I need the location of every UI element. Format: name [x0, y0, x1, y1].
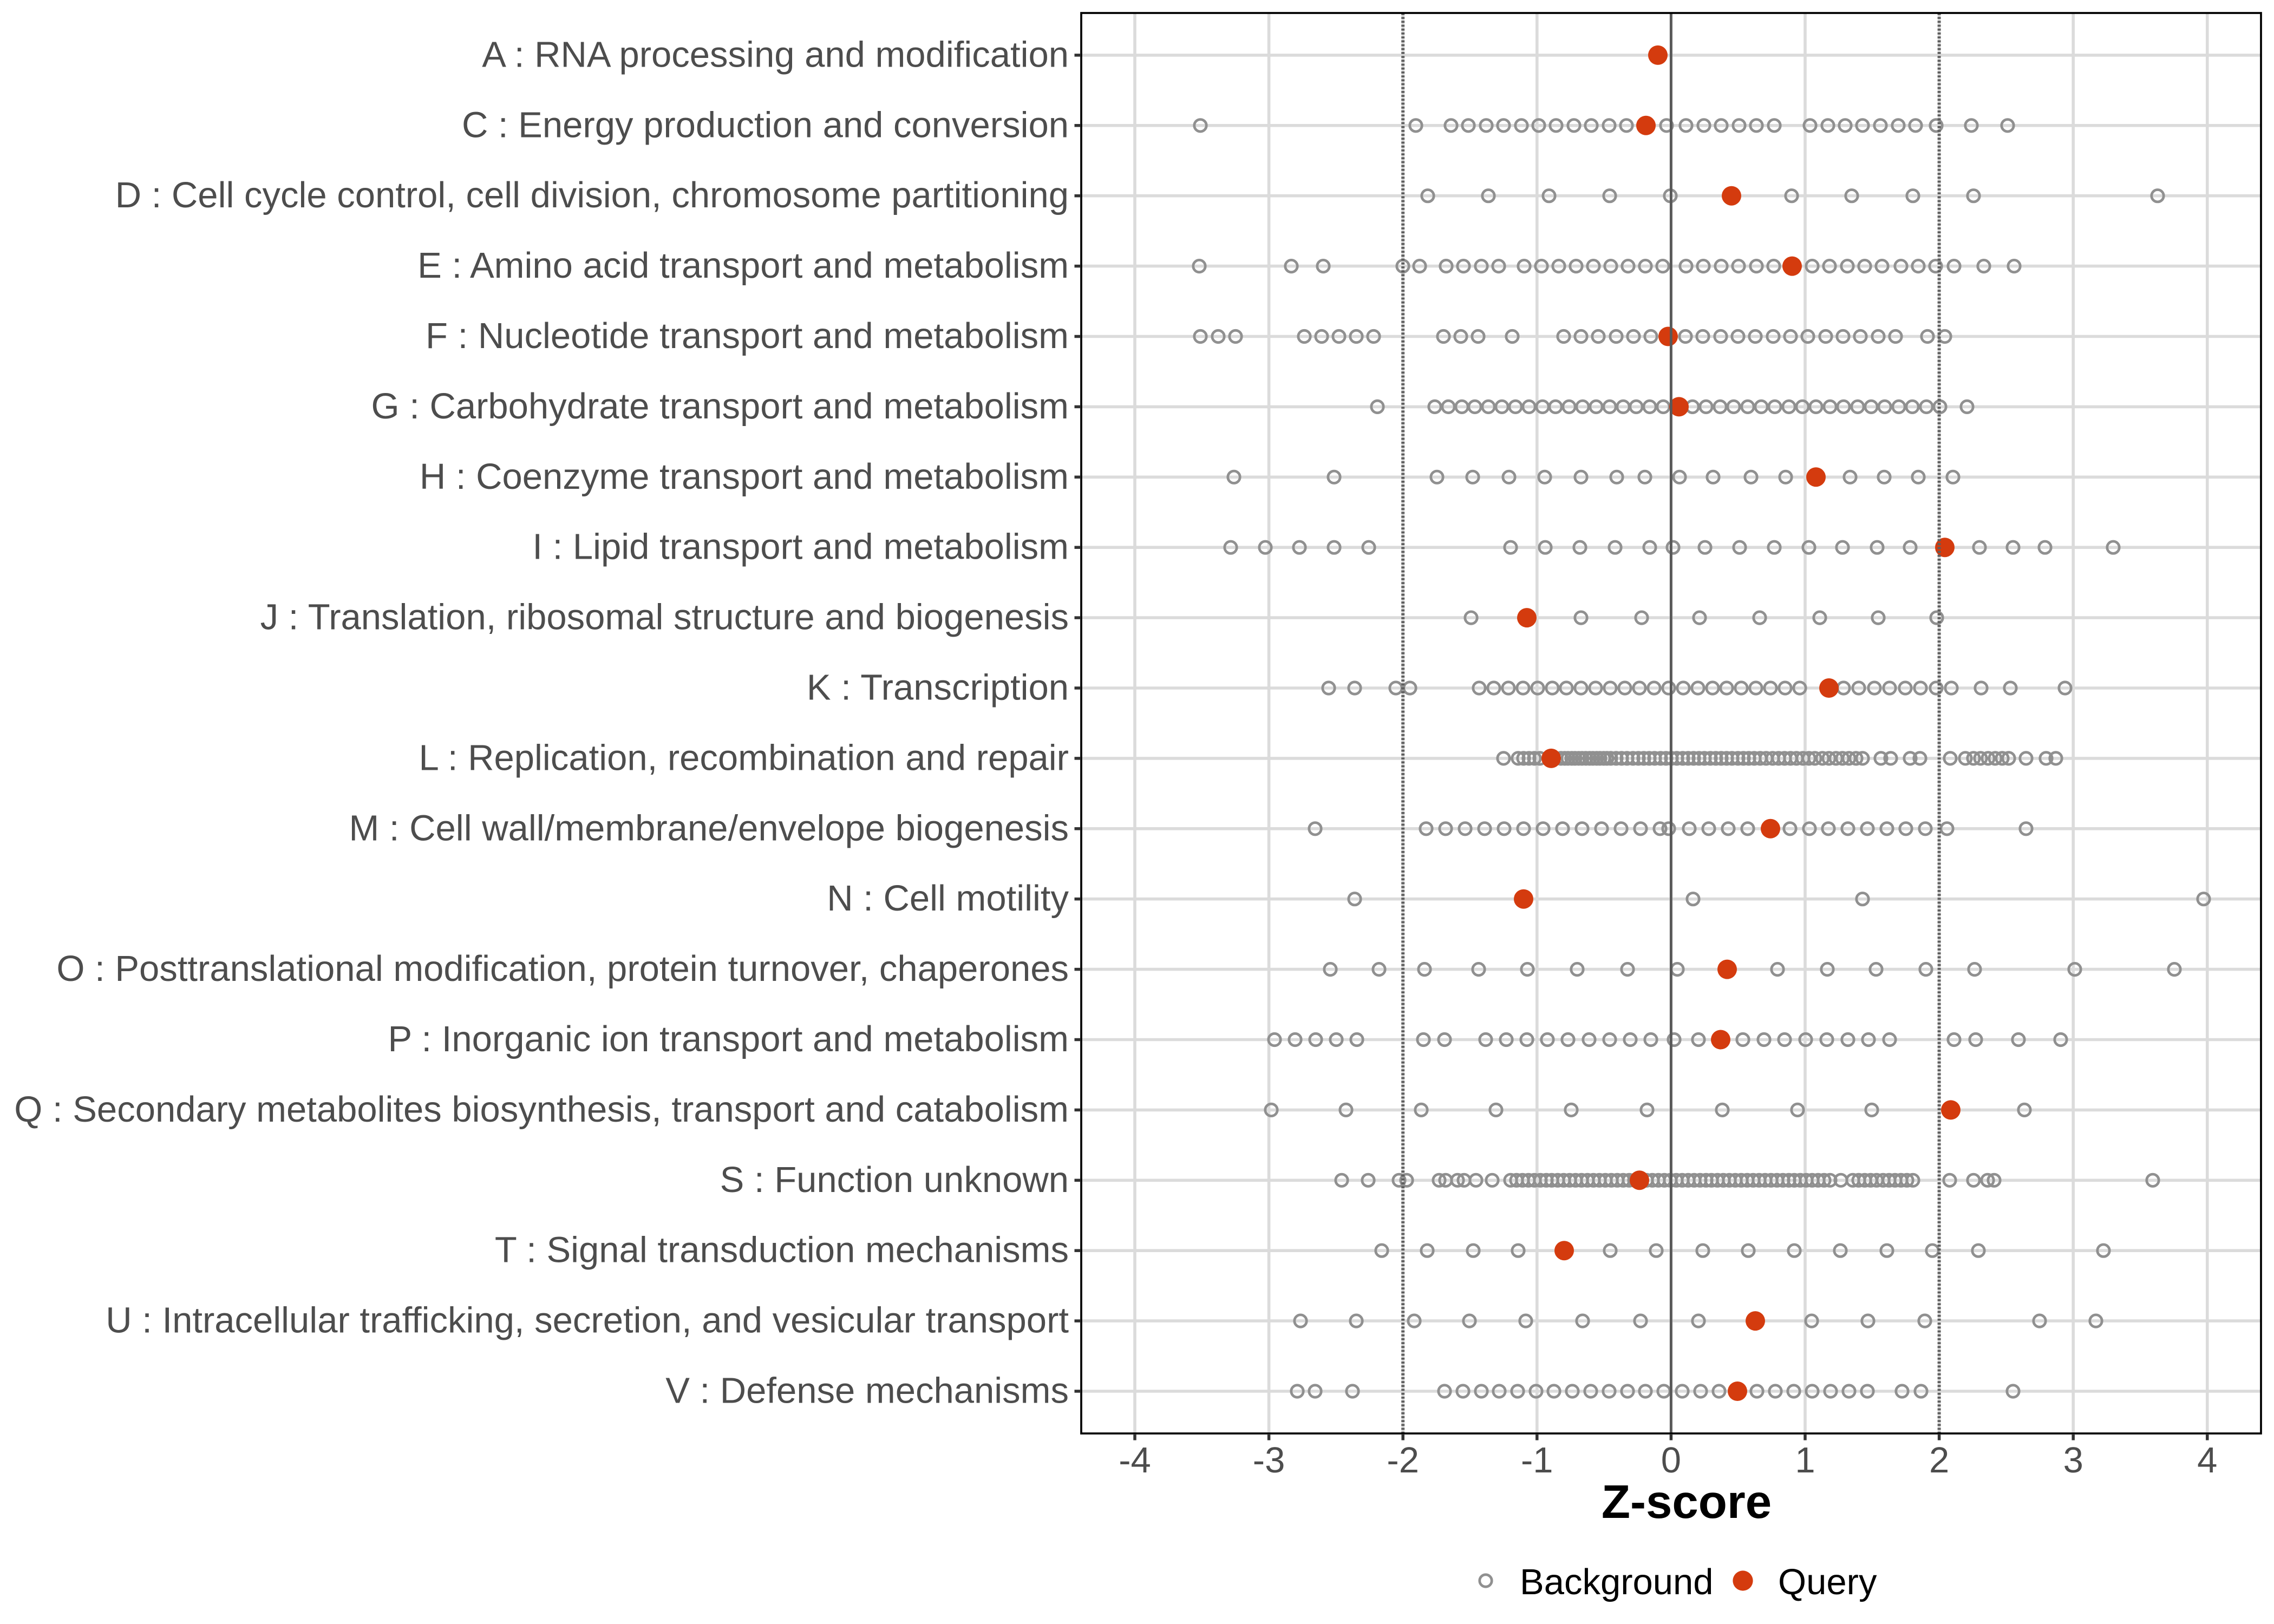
svg-text:Query: Query: [1778, 1562, 1877, 1602]
svg-text:J : Translation, ribosomal str: J : Translation, ribosomal structure and…: [260, 597, 1069, 638]
svg-text:4: 4: [2197, 1440, 2217, 1481]
svg-text:I : Lipid transport and metabo: I : Lipid transport and metabolism: [532, 527, 1069, 567]
svg-text:-2: -2: [1387, 1440, 1419, 1481]
svg-text:Z-score: Z-score: [1602, 1476, 1772, 1528]
svg-text:G : Carbohydrate transport and: G : Carbohydrate transport and metabolis…: [371, 386, 1069, 427]
svg-text:U : Intracellular trafficking,: U : Intracellular trafficking, secretion…: [106, 1300, 1069, 1341]
svg-text:1: 1: [1795, 1440, 1815, 1481]
svg-text:-1: -1: [1521, 1440, 1553, 1481]
svg-text:V : Defense mechanisms: V : Defense mechanisms: [665, 1371, 1069, 1411]
svg-text:E : Amino acid transport and m: E : Amino acid transport and metabolism: [417, 245, 1069, 286]
svg-text:Background: Background: [1520, 1562, 1714, 1602]
svg-text:3: 3: [2063, 1440, 2083, 1481]
svg-text:T : Signal transduction mechan: T : Signal transduction mechanisms: [495, 1230, 1069, 1271]
svg-text:S : Function unknown: S : Function unknown: [720, 1160, 1069, 1200]
svg-text:A : RNA processing and modific: A : RNA processing and modification: [482, 34, 1069, 75]
svg-text:F : Nucleotide transport and m: F : Nucleotide transport and metabolism: [426, 316, 1069, 356]
svg-text:2: 2: [1929, 1440, 1949, 1481]
svg-text:H : Coenzyme transport and met: H : Coenzyme transport and metabolism: [420, 456, 1069, 497]
svg-text:C : Energy production and conv: C : Energy production and conversion: [462, 104, 1069, 145]
svg-text:P : Inorganic ion transport an: P : Inorganic ion transport and metaboli…: [388, 1019, 1069, 1059]
svg-text:L : Replication, recombination: L : Replication, recombination and repai…: [419, 737, 1069, 778]
svg-text:D : Cell cycle control, cell d: D : Cell cycle control, cell division, c…: [115, 175, 1069, 215]
svg-text:-3: -3: [1253, 1440, 1285, 1481]
svg-text:Q : Secondary metabolites bios: Q : Secondary metabolites biosynthesis, …: [14, 1089, 1069, 1130]
svg-text:M : Cell wall/membrane/envelop: M : Cell wall/membrane/envelope biogenes…: [349, 808, 1069, 848]
svg-text:0: 0: [1661, 1440, 1681, 1481]
svg-text:O : Posttranslational modifica: O : Posttranslational modification, prot…: [56, 948, 1069, 989]
svg-text:-4: -4: [1119, 1440, 1151, 1481]
svg-text:N : Cell motility: N : Cell motility: [827, 878, 1069, 919]
svg-text:K : Transcription: K : Transcription: [807, 667, 1069, 708]
